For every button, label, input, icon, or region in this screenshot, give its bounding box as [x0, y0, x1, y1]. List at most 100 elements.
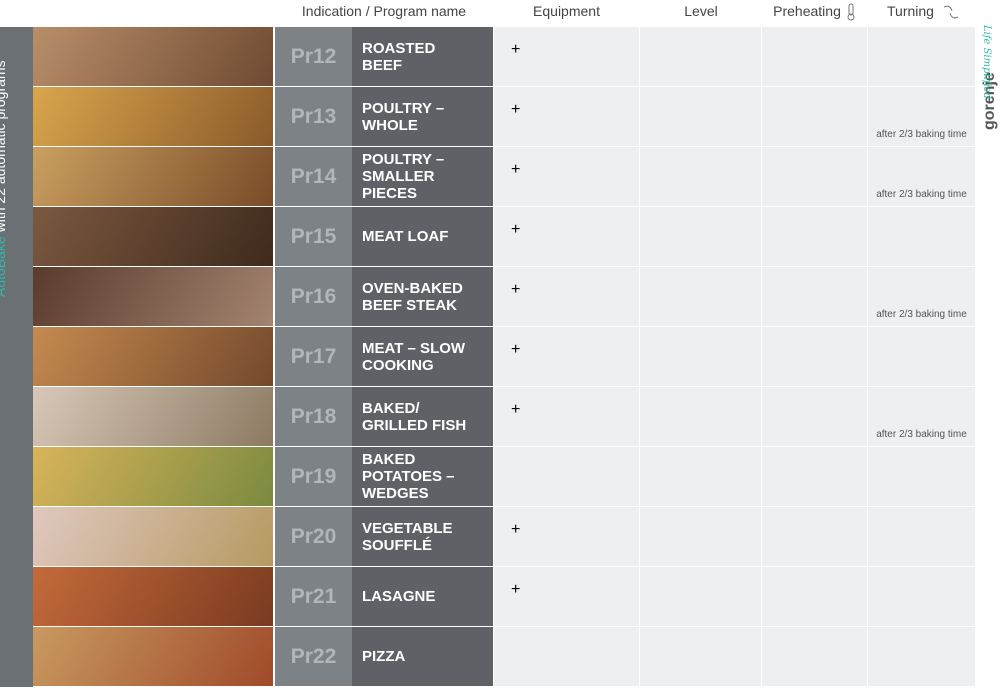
level-cell: 2 [640, 27, 761, 86]
program-code: Pr17 [275, 327, 352, 386]
preheating-cell [762, 567, 867, 626]
program-code: Pr15 [275, 207, 352, 266]
level-cell: 2 [640, 207, 761, 266]
header-preheating: Preheating [773, 3, 841, 19]
program-code: Pr18 [275, 387, 352, 446]
photo [33, 447, 273, 506]
equipment-cell: + [494, 87, 639, 146]
svg-text:+: + [511, 161, 521, 178]
turning-note: after 2/3 baking time [876, 189, 967, 200]
program-name: BAKED/ GRILLED FISH [352, 387, 493, 446]
photo [33, 87, 273, 146]
equipment-icons: + [511, 161, 520, 179]
program-name: PIZZA [352, 627, 493, 686]
header-level: Level [684, 3, 718, 19]
equipment-icons: + [511, 401, 520, 419]
program-name: ROASTED BEEF [352, 27, 493, 86]
equipment-cell: + [494, 387, 639, 446]
photo [33, 387, 273, 446]
level-cell: 2 [640, 567, 761, 626]
level-cell: 4 [640, 267, 761, 326]
turning-cell: after 2/3 baking time [868, 267, 975, 326]
program-code: Pr14 [275, 147, 352, 206]
svg-text:+: + [511, 281, 521, 298]
program-code: Pr19 [275, 447, 352, 506]
turning-cell: after 2/3 baking time [868, 87, 975, 146]
photo [33, 147, 273, 206]
equipment-icons: + [511, 281, 520, 299]
preheating-cell [762, 147, 867, 206]
program-name: POULTRY – SMALLER PIECES [352, 147, 493, 206]
turning-note: after 2/3 baking time [876, 309, 967, 320]
program-name: LASAGNE [352, 567, 493, 626]
equipment-icons: + [511, 581, 520, 599]
side-strip: AutoBake with 22 automatic programs [0, 27, 33, 687]
svg-text:+: + [511, 341, 521, 358]
level-cell: 2 [640, 327, 761, 386]
photo [33, 27, 273, 86]
photo [33, 327, 273, 386]
equipment-icons: + [511, 101, 520, 119]
header-program: Indication / Program name [301, 3, 467, 19]
preheating-cell [762, 267, 867, 326]
svg-text:+: + [511, 41, 521, 58]
preheating-cell [762, 627, 867, 686]
svg-text:+: + [511, 401, 521, 418]
turning-cell [868, 327, 975, 386]
equipment-icons: + [511, 41, 520, 59]
turning-cell [868, 627, 975, 686]
svg-text:+: + [511, 581, 521, 598]
header-equipment: Equipment [533, 3, 600, 19]
equipment-cell [494, 447, 639, 506]
preheating-cell [762, 507, 867, 566]
program-name: MEAT LOAF [352, 207, 493, 266]
photo [33, 627, 273, 686]
program-name: OVEN-BAKED BEEF STEAK [352, 267, 493, 326]
turning-cell: after 2/3 baking time [868, 147, 975, 206]
program-name: POULTRY – WHOLE [352, 87, 493, 146]
equipment-icons: + [511, 221, 520, 239]
equipment-cell: + [494, 147, 639, 206]
photo [33, 267, 273, 326]
equipment-icons: + [511, 521, 520, 539]
turning-note: after 2/3 baking time [876, 129, 967, 140]
level-cell: 3 [640, 447, 761, 506]
level-cell: 1 [640, 627, 761, 686]
equipment-cell: + [494, 267, 639, 326]
level-cell: 3 [640, 147, 761, 206]
preheating-cell [762, 27, 867, 86]
svg-text:+: + [511, 101, 521, 118]
program-name: BAKED POTATOES – WEDGES [352, 447, 493, 506]
program-code: Pr13 [275, 87, 352, 146]
program-name: VEGETABLE SOUFFLÉ [352, 507, 493, 566]
program-code: Pr21 [275, 567, 352, 626]
turning-cell [868, 207, 975, 266]
preheating-cell [762, 447, 867, 506]
preheating-cell [762, 207, 867, 266]
equipment-cell [494, 627, 639, 686]
preheating-cell [762, 327, 867, 386]
turning-icon [943, 5, 959, 19]
turning-cell [868, 567, 975, 626]
program-code: Pr22 [275, 627, 352, 686]
equipment-cell: + [494, 327, 639, 386]
photo [33, 567, 273, 626]
level-cell: 2 [640, 87, 761, 146]
preheating-cell [762, 387, 867, 446]
equipment-icons: + [511, 341, 520, 359]
turning-cell [868, 447, 975, 506]
program-code: Pr16 [275, 267, 352, 326]
turning-cell [868, 507, 975, 566]
equipment-cell: + [494, 207, 639, 266]
program-name: MEAT – SLOW COOKING [352, 327, 493, 386]
turning-cell [868, 27, 975, 86]
